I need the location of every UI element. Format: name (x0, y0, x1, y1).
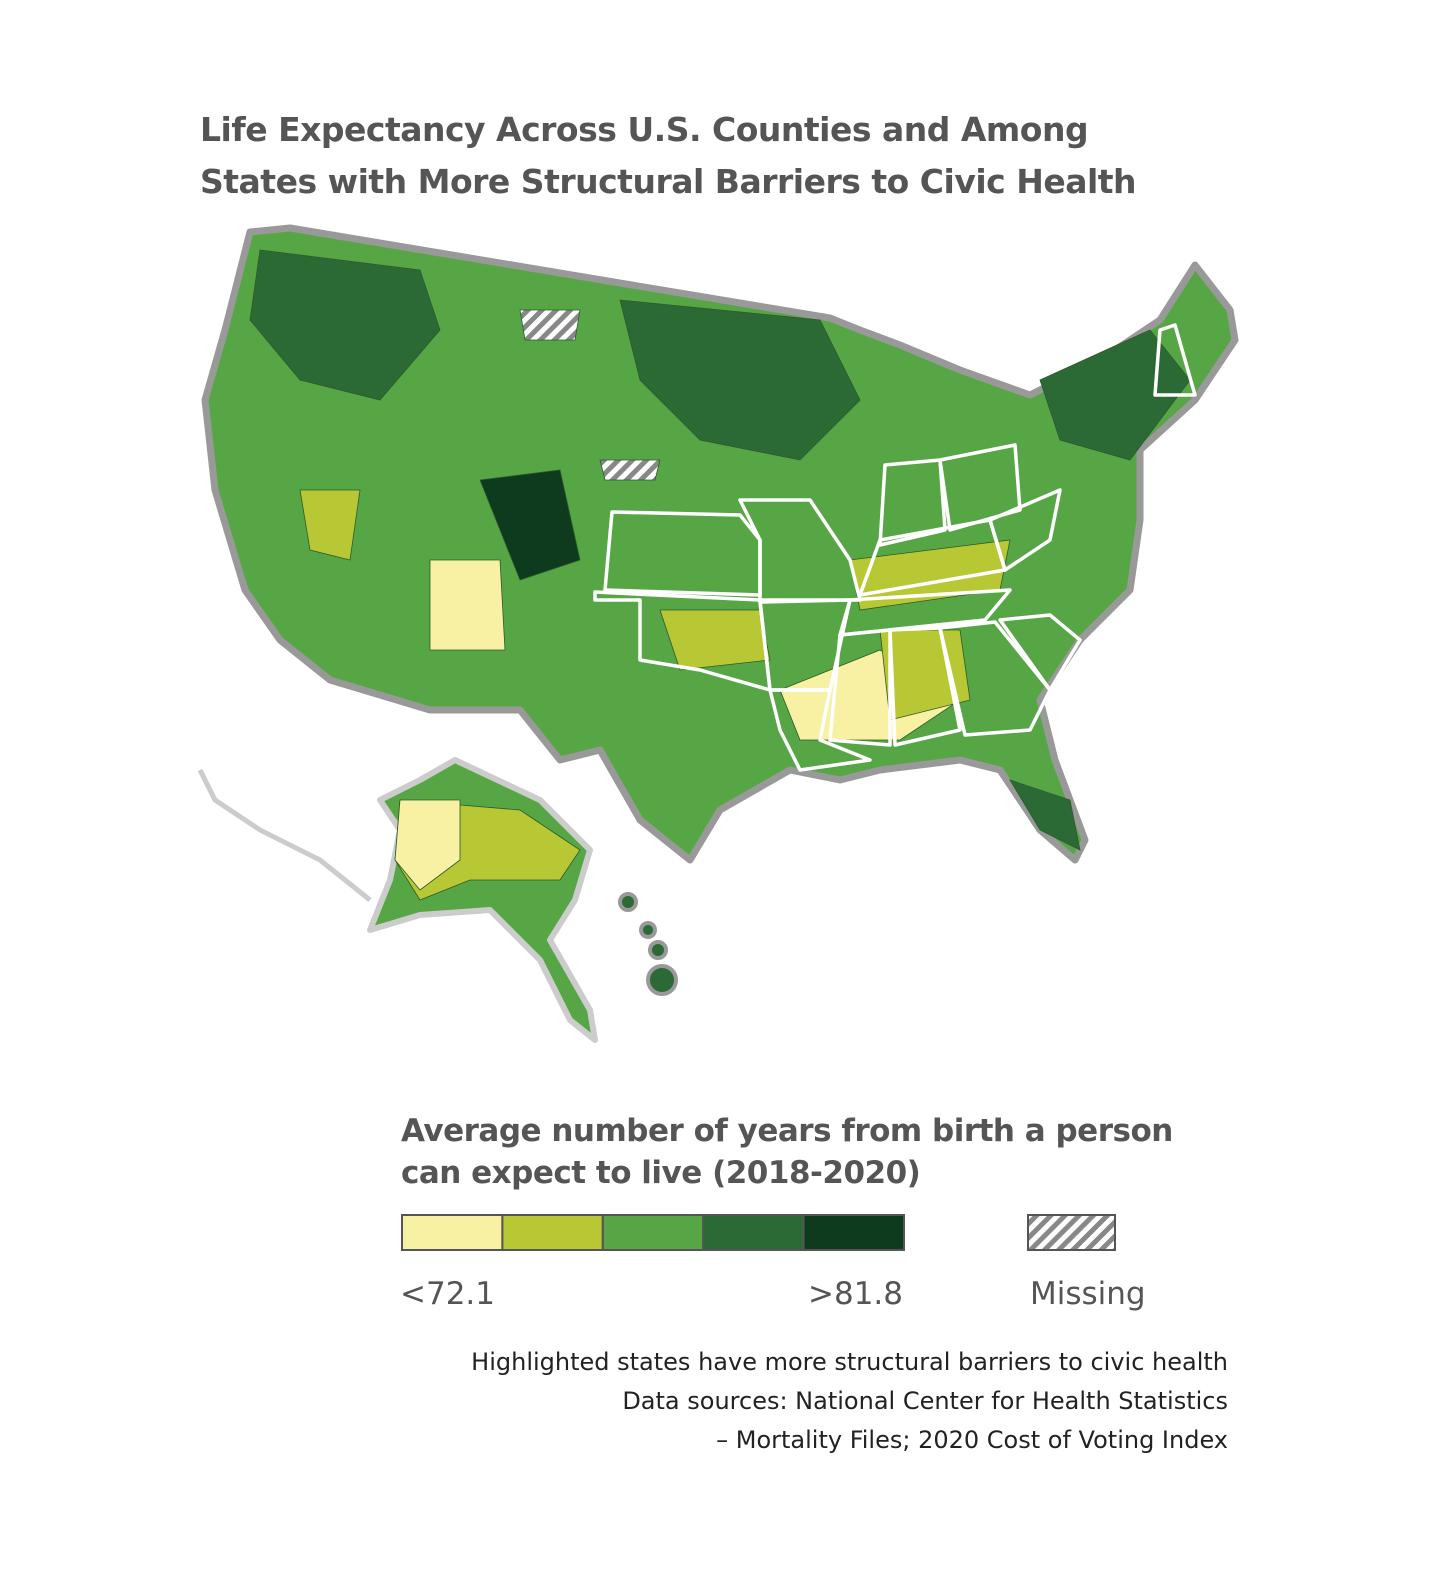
alaska-patch (394, 799, 461, 891)
note: – Mortality Files; 2020 Cost of Voting I… (716, 1426, 1228, 1454)
legend-missing-label: Missing (1030, 1276, 1146, 1312)
legend-low-label: <72.1 (400, 1276, 495, 1312)
aleutians (197, 768, 372, 902)
hawaii (618, 892, 678, 996)
note: Data sources: National Center for Health… (622, 1387, 1228, 1415)
highlighted-states (593, 323, 1197, 772)
title: Life Expectancy Across U.S. Counties and… (200, 110, 1137, 201)
notes: Highlighted states have more structural … (471, 1343, 1228, 1460)
legend-title: Average number of years from birth a per… (401, 1113, 1173, 1191)
note: Highlighted states have more structural … (471, 1348, 1228, 1376)
legend-high-label: >81.8 (808, 1276, 903, 1312)
